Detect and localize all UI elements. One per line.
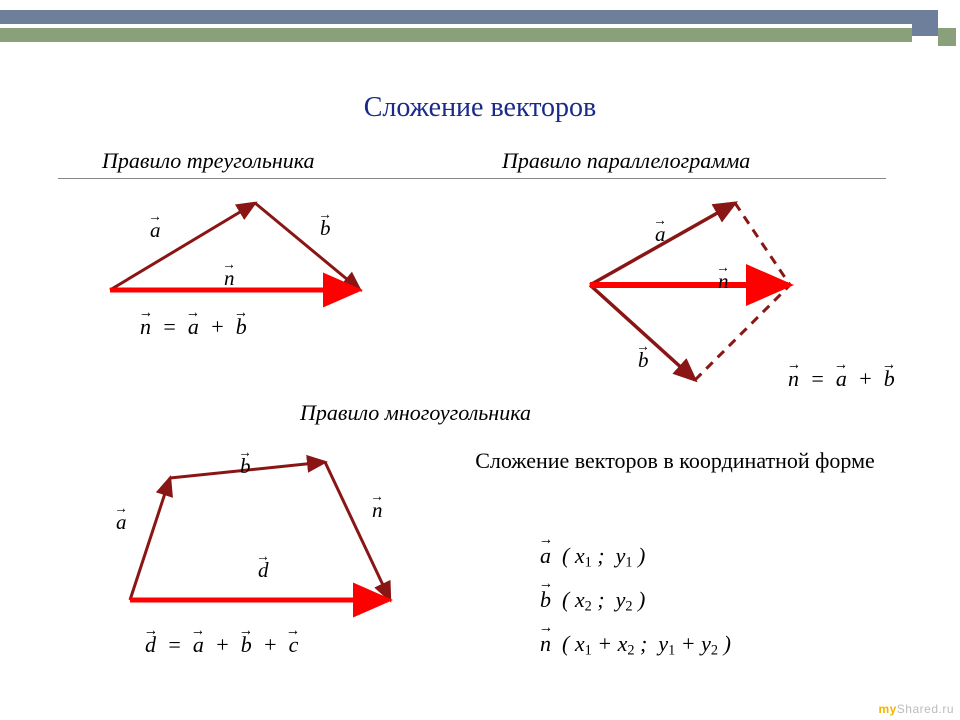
polygon-formula: d = a + b + c xyxy=(145,632,298,658)
header-bar-2 xyxy=(0,28,912,42)
header-square-1 xyxy=(912,10,938,36)
header-square-2 xyxy=(938,28,956,46)
triangle-formula: n = a + b xyxy=(140,314,247,340)
triangle-label-b: b xyxy=(320,216,331,241)
polygon-label-a: a xyxy=(116,510,127,535)
subtitle-triangle: Правило треугольника xyxy=(102,148,315,174)
divider xyxy=(58,178,886,179)
parallelogram-label-a: a xyxy=(655,222,666,247)
header-bar-1 xyxy=(0,10,938,24)
triangle-label-n: n xyxy=(224,266,235,291)
subtitle-parallelogram: Правило параллелограмма xyxy=(502,148,750,174)
parallelogram-label-n: n xyxy=(718,269,729,294)
coord-title: Сложение векторов в координатной форме xyxy=(440,448,910,474)
triangle-label-a: a xyxy=(150,218,161,243)
polygon-rule-diagram xyxy=(100,450,420,625)
polygon-label-b: b xyxy=(240,454,251,479)
parallelogram-label-b: b xyxy=(638,348,649,373)
parallelogram-formula: n = a + b xyxy=(788,366,895,392)
subtitle-polygon: Правило многоугольника xyxy=(300,400,531,426)
watermark: myShared.ru xyxy=(878,702,954,716)
page-title: Сложение векторов xyxy=(0,92,960,124)
polygon-label-d: d xyxy=(258,558,269,583)
coord-lines: a ( x1 ; y1 ) b ( x2 ; y2 ) n ( x1 + x2 … xyxy=(540,534,731,666)
polygon-label-n: n xyxy=(372,498,383,523)
